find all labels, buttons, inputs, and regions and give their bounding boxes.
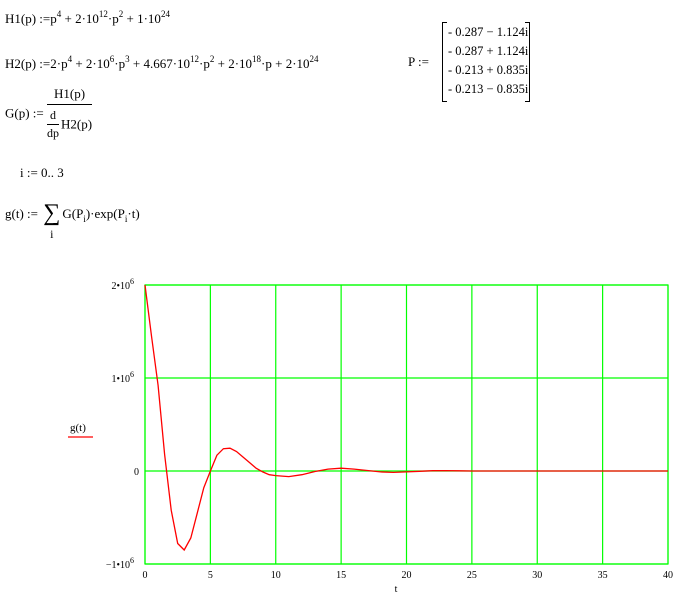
sum-symbol: ∑ (43, 200, 61, 226)
subscript: i (124, 214, 128, 224)
h2-lhs: H2(p) (5, 56, 37, 71)
exponent: 24 (309, 54, 319, 64)
denominator: d dp H2(p) (47, 105, 92, 141)
x-tick-label: 0 (143, 570, 148, 581)
x-axis-label: t (395, 584, 398, 595)
derivative-operator: d dp (47, 108, 59, 141)
exponent: 12 (98, 9, 108, 19)
matrix-row: - 0.213 − 0.835i (448, 82, 529, 96)
term: ·p (107, 11, 119, 26)
y-tick-label: 1•106 (111, 370, 134, 385)
assign-op: := (39, 56, 51, 71)
x-tick-label: 25 (467, 570, 477, 581)
range-definition[interactable]: i := 0.. 3 (20, 165, 64, 180)
p-matrix[interactable]: - 0.287 − 1.124i - 0.287 + 1.124i - 0.21… (442, 22, 530, 102)
exponent: 3 (125, 54, 130, 64)
plot-frame (144, 284, 669, 565)
term: P (117, 206, 125, 221)
g-lhs: G(p) (5, 105, 30, 121)
term: ·t (127, 206, 136, 221)
x-tick-label: 15 (336, 570, 346, 581)
exponent: 2 (209, 54, 215, 64)
grid (144, 284, 669, 565)
term: 2·p (50, 56, 68, 71)
y-tick-label: 0 (134, 467, 139, 478)
x-tick-label: 10 (271, 570, 281, 581)
gt-lhs: g(t) (5, 206, 24, 221)
term: ·exp (90, 206, 114, 221)
p-name: P (408, 54, 415, 69)
assign-op: := (27, 206, 38, 221)
exponent: 6 (109, 54, 115, 64)
summation: ∑ i (43, 200, 60, 241)
term: + 1·10 (123, 11, 161, 26)
numerator: H1(p) (47, 86, 93, 105)
p-lhs[interactable]: P := (408, 53, 429, 71)
term: + 2·10 (61, 11, 99, 26)
assign-op: := (39, 11, 51, 26)
h2-definition[interactable]: H2(p) :=2·p4 + 2·106·p3 + 4.667·1012·p2 … (5, 55, 319, 73)
y-tick-label: 2•106 (111, 277, 134, 292)
g-definition[interactable]: G(p) := H1(p) d dp H2(p) (5, 86, 93, 141)
d-top: d (47, 108, 59, 125)
exponent: 18 (252, 54, 262, 64)
sum-index: i (50, 227, 54, 241)
assign-op: := (32, 105, 44, 121)
matrix-row: - 0.287 + 1.124i (448, 44, 529, 58)
exponent: 24 (160, 9, 170, 19)
x-tick-label: 35 (598, 570, 608, 581)
d-bottom: dp (47, 126, 59, 140)
subscript: i (83, 214, 86, 224)
term: G (62, 206, 72, 221)
x-tick-label: 5 (208, 570, 213, 581)
term: + 4.667·10 (129, 56, 191, 71)
denominator-fn: H2(p) (61, 116, 93, 132)
term: ·p (114, 56, 126, 71)
term: + 2·10 (214, 56, 253, 71)
x-tick-label: 30 (532, 570, 542, 581)
x-tick-label: 20 (402, 570, 412, 581)
exponent: 4 (67, 54, 73, 64)
tick-labels: 0 5 10 15 20 25 30 35 40 2•106 1•106 0 −1•106 (106, 277, 673, 581)
term: ·p (199, 56, 210, 71)
series-line-g (144, 284, 668, 552)
matrix-row: - 0.213 + 0.835i (448, 63, 529, 77)
term: ·p + 2·10 (261, 56, 310, 71)
term: + 2·10 (72, 56, 110, 71)
exponent: 12 (190, 54, 200, 64)
assign-op: := (418, 54, 429, 69)
fraction: H1(p) d dp H2(p) (47, 86, 93, 141)
matrix-row: - 0.287 − 1.124i (448, 25, 529, 39)
y-tick-label: −1•106 (106, 556, 134, 571)
gt-definition[interactable]: g(t) := ∑ i G(Pi)·exp(Pi·t) (5, 200, 140, 241)
exponent: 4 (56, 9, 62, 19)
exponent: 2 (118, 9, 124, 19)
y-axis-label: g(t) (70, 422, 86, 434)
h1-definition[interactable]: H1(p) :=p4 + 2·1012·p2 + 1·1024 (5, 10, 170, 28)
term: p (50, 11, 57, 26)
h1-lhs: H1(p) (5, 11, 37, 26)
term: P (76, 206, 84, 221)
x-tick-label: 40 (663, 570, 673, 581)
